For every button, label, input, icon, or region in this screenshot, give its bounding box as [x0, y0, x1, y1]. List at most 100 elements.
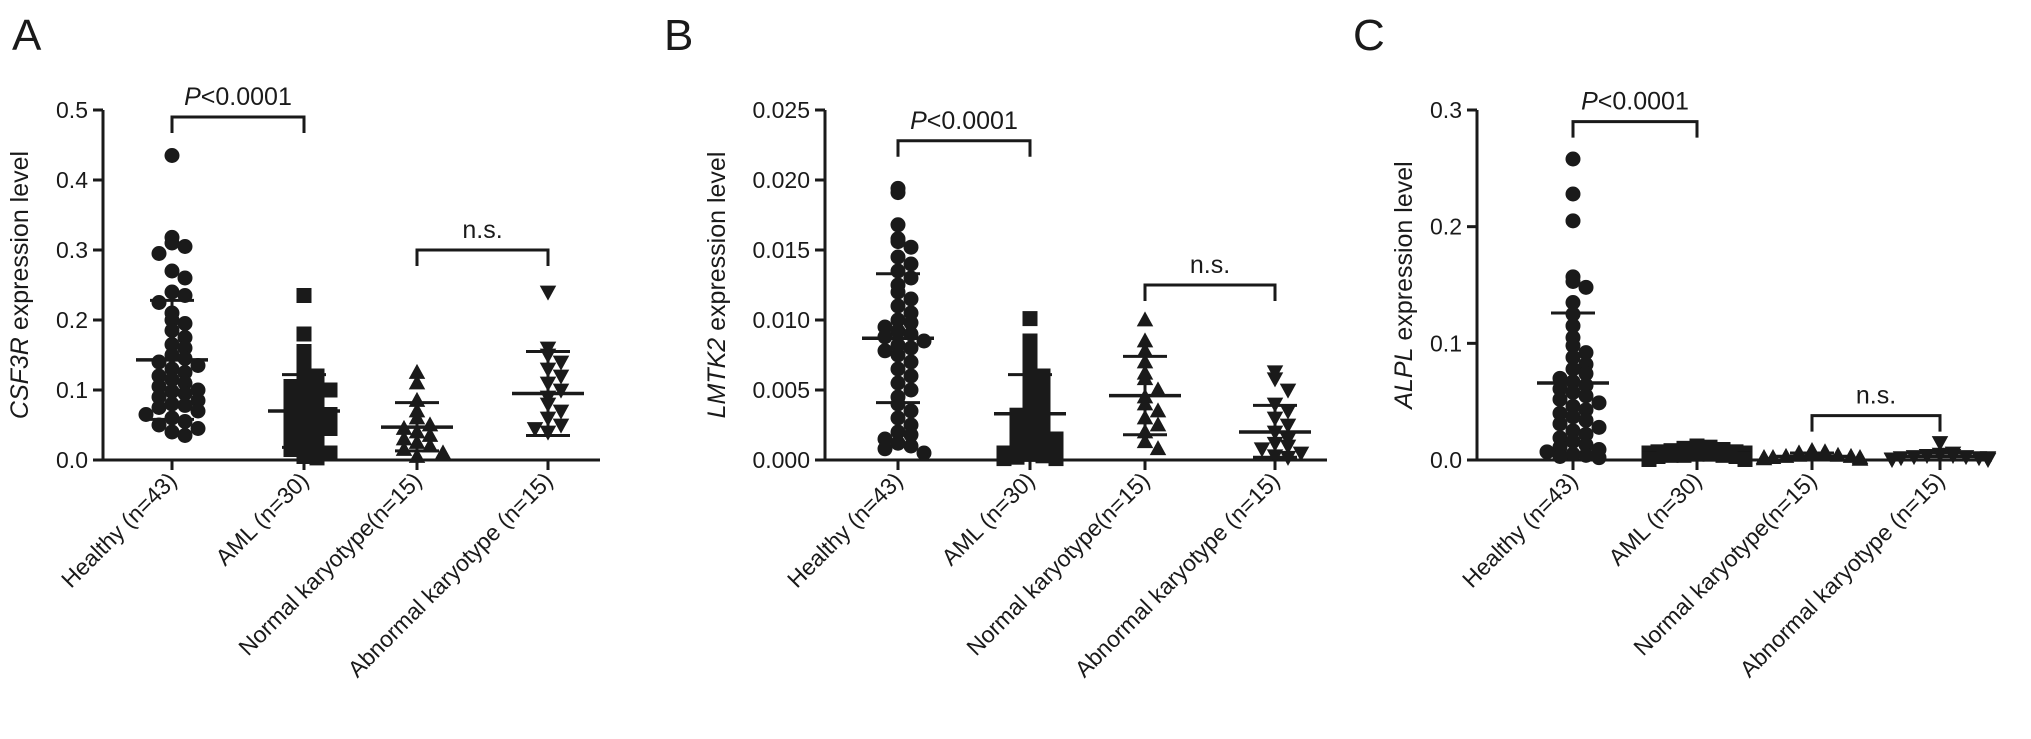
data-point — [151, 354, 167, 370]
data-point — [903, 340, 919, 356]
data-point — [903, 239, 919, 255]
data-point — [996, 451, 1012, 467]
y-axis-gene-name: ALPL — [1390, 348, 1418, 411]
data-point — [1578, 279, 1594, 295]
comparison-label-text: n.s. — [1190, 251, 1230, 279]
data-point — [903, 256, 919, 272]
panel-letter: A — [12, 11, 42, 60]
category-label: AML (n=30) — [210, 467, 313, 570]
data-point — [177, 330, 193, 345]
data-point — [552, 404, 570, 420]
data-point — [1591, 450, 1607, 466]
y-tick-label: 0.010 — [752, 307, 810, 333]
data-point — [552, 383, 570, 399]
comparison-bracket — [1143, 283, 1277, 301]
data-point — [539, 285, 557, 301]
data-point — [434, 444, 452, 460]
y-axis-label-suffix: expression level — [6, 151, 34, 337]
data-point — [1292, 446, 1310, 462]
category-label: Healthy (n=43) — [782, 467, 908, 593]
data-point — [1539, 444, 1555, 460]
data-point — [1565, 213, 1581, 229]
y-tick-label: 0.025 — [752, 97, 810, 123]
data-point — [916, 445, 932, 461]
data-point — [1136, 433, 1154, 449]
data-point — [190, 382, 206, 398]
data-point — [1591, 395, 1607, 411]
data-point — [1035, 424, 1051, 440]
data-point — [1578, 412, 1594, 428]
comparison-label: P<0.0001 — [184, 83, 292, 111]
y-axis-title: LMTK2 expression level — [703, 152, 731, 419]
data-point — [890, 249, 906, 265]
comparison-label-italic: P — [910, 107, 927, 135]
data-point — [1851, 450, 1869, 466]
data-point — [177, 340, 193, 356]
y-axis-title: ALPL expression level — [1390, 161, 1418, 410]
category-label: Healthy (n=43) — [56, 467, 182, 593]
y-tick-label: 0.2 — [1430, 214, 1462, 240]
comparison-bracket — [415, 248, 550, 266]
data-point — [190, 421, 206, 436]
data-point — [890, 435, 906, 451]
data-point — [309, 414, 325, 429]
data-point — [1279, 439, 1297, 455]
data-point — [190, 403, 206, 419]
data-point — [552, 355, 570, 371]
data-point — [552, 369, 570, 385]
data-point — [1979, 453, 1997, 469]
data-point — [1149, 402, 1167, 418]
panel-letter: B — [664, 11, 693, 60]
data-point — [552, 418, 570, 434]
data-point — [916, 333, 932, 349]
data-point — [283, 379, 299, 394]
data-point — [177, 414, 193, 429]
data-point — [283, 417, 299, 433]
data-point — [177, 316, 193, 331]
data-point — [408, 447, 426, 463]
data-point — [1136, 311, 1154, 327]
data-point — [1253, 442, 1271, 458]
data-point — [1641, 451, 1657, 467]
data-point — [877, 343, 893, 359]
comparison-label-italic: P — [1581, 88, 1598, 116]
data-point — [1149, 416, 1167, 432]
data-point — [309, 450, 325, 466]
data-point — [1883, 453, 1901, 469]
y-axis-title: CSF3R expression level — [6, 151, 34, 419]
y-tick-label: 0.005 — [752, 377, 810, 403]
category-label: Abnormal karyotype (n=15) — [1070, 467, 1285, 682]
data-point — [890, 410, 906, 426]
data-point — [1266, 372, 1284, 388]
data-point — [322, 421, 338, 436]
data-point — [164, 424, 180, 440]
data-point — [890, 234, 906, 250]
comparison-bracket — [1571, 120, 1699, 138]
y-tick-label: 0.2 — [56, 307, 88, 333]
data-point — [1149, 381, 1167, 397]
data-point — [190, 358, 206, 373]
data-point — [1578, 447, 1594, 463]
data-point — [903, 368, 919, 384]
data-point — [177, 239, 193, 254]
data-point — [1578, 426, 1594, 442]
y-tick-label: 0.0 — [1430, 447, 1462, 473]
comparison-label-italic: P — [184, 83, 201, 111]
y-axis-gene-name: CSF3R — [6, 337, 34, 419]
data-point — [138, 407, 154, 422]
data-point — [1022, 311, 1038, 327]
data-point — [322, 445, 338, 461]
data-point — [903, 382, 919, 398]
comparison-bracket — [896, 139, 1032, 157]
data-point — [890, 424, 906, 440]
category-label: AML (n=30) — [1603, 467, 1706, 570]
y-tick-label: 0.3 — [1430, 97, 1462, 123]
data-point — [903, 438, 919, 454]
data-point — [903, 315, 919, 331]
comparison-label: n.s. — [1856, 382, 1896, 410]
panel-b: B LMTK2 expression level 0.000 0.005 0.010 0.… — [664, 11, 1327, 682]
data-point — [177, 386, 193, 401]
data-point — [421, 437, 439, 453]
data-point — [177, 397, 193, 413]
